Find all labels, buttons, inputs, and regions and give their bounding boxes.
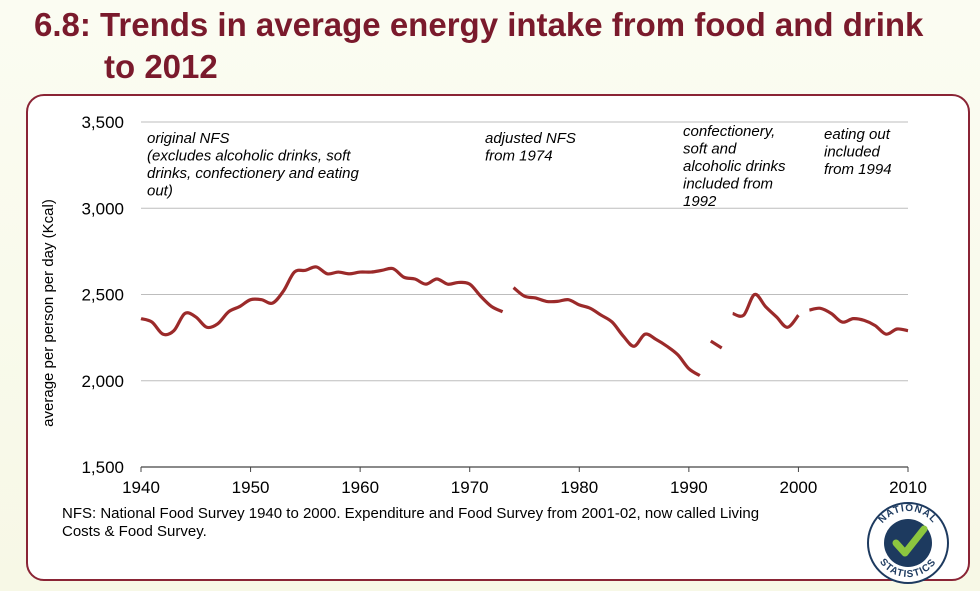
x-tick-label: 1960: [341, 478, 379, 497]
footnote-line-1: NFS: National Food Survey 1940 to 2000. …: [62, 505, 760, 522]
page-title: 6.8: Trends in average energy intake fro…: [34, 4, 923, 88]
data-series: [140, 265, 909, 377]
series-line-2: [512, 286, 701, 377]
series-line-1: [140, 265, 504, 337]
x-tick-label: 2000: [780, 478, 818, 497]
series-line-5: [809, 306, 909, 336]
series-line-3: [709, 339, 723, 350]
footnote-line-2: Costs & Food Survey.: [62, 523, 207, 540]
x-tick-label: 1940: [122, 478, 160, 497]
check-icon: [892, 525, 928, 557]
x-tick-label: 1990: [670, 478, 708, 497]
title-line-2: to 2012: [104, 48, 218, 85]
y-tick-label: 2,000: [81, 372, 124, 391]
annotation-4: eating out included from 1994: [824, 126, 892, 178]
x-tick-label: 1980: [560, 478, 598, 497]
y-tick-label: 3,000: [81, 199, 124, 218]
y-tick-label: 2,500: [81, 286, 124, 305]
y-tick-label: 3,500: [81, 113, 124, 132]
annotation-3: confectionery, soft and alcoholic drinks in…: [683, 123, 786, 210]
x-tick-label: 1950: [232, 478, 270, 497]
y-axis-label: average per person per day (Kcal): [40, 199, 57, 427]
footnote: NFS: National Food Survey 1940 to 2000. …: [62, 505, 862, 541]
annotation-2: adjusted NFS from 1974: [485, 130, 576, 165]
annotation-1: original NFS (excludes alcoholic drinks, …: [147, 130, 359, 200]
x-tick-labels: 1940 1950 1960 1970 1980 1990 2000 2010: [122, 478, 927, 497]
chart-panel: [26, 94, 970, 581]
x-tick-label: 2010: [889, 478, 927, 497]
y-tick-label: 1,500: [81, 458, 124, 477]
chart-annotations: original NFS (excludes alcoholic drinks, …: [147, 123, 892, 210]
national-statistics-logo: NATIONAL STATISTICS: [867, 502, 949, 584]
title-line-1: 6.8: Trends in average energy intake fro…: [34, 6, 924, 43]
series-line-4: [732, 292, 800, 329]
y-tick-labels: 1,500 2,000 2,500 3,000 3,500: [81, 113, 124, 477]
x-tick-label: 1970: [451, 478, 489, 497]
